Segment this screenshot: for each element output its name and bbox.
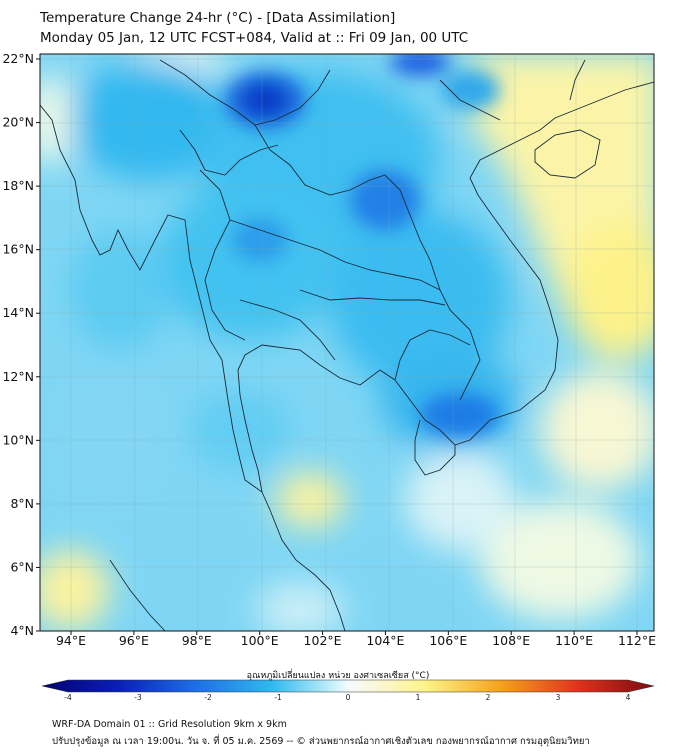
colorbar-tick-label: -1 <box>274 693 282 702</box>
lat-label: 6°N <box>10 559 34 574</box>
footer-credit: ปรับปรุงข้อมูล ณ เวลา 19:00น. วัน จ. ที่… <box>52 736 590 747</box>
lon-label: 112°E <box>618 633 656 648</box>
colorbar-tick-label: -2 <box>204 693 212 702</box>
lon-label: 102°E <box>304 633 342 648</box>
colorbar-tick-label: 0 <box>346 693 351 702</box>
lon-label: 96°E <box>119 633 149 648</box>
colorbar-tick-label: 1 <box>416 693 421 702</box>
colorbar-title: อุณหภูมิเปลี่ยนแปลง หน่วย องศาเซลเซียส (… <box>246 671 430 681</box>
lon-label: 108°E <box>492 633 530 648</box>
map-subtitle: Monday 05 Jan, 12 UTC FCST+084, Valid at… <box>40 30 469 46</box>
coastlines <box>40 59 654 631</box>
lat-label: 8°N <box>10 496 34 511</box>
colorbar-tick-label: -4 <box>64 693 72 702</box>
colorbar-tick-label: 2 <box>486 693 491 702</box>
lat-label: 22°N <box>2 51 34 66</box>
colorbar-tick-label: -3 <box>134 693 142 702</box>
lat-label: 4°N <box>10 623 34 638</box>
longitude-axis: 94°E 96°E 98°E 100°E 102°E 104°E 106°E 108°E 110… <box>56 631 656 648</box>
lat-label: 14°N <box>2 305 34 320</box>
colorbar-ticks: -4 -3 -2 -1 0 1 2 3 4 <box>64 693 630 702</box>
colorbar-tick-label: 3 <box>556 693 561 702</box>
map-title: Temperature Change 24-hr (°C) - [Data As… <box>40 10 396 26</box>
lat-label: 16°N <box>2 242 34 257</box>
colorbar <box>41 679 655 693</box>
lon-label: 106°E <box>429 633 467 648</box>
lon-label: 110°E <box>555 633 593 648</box>
lat-label: 12°N <box>2 369 34 384</box>
lat-label: 20°N <box>2 115 34 130</box>
latitude-axis: 22°N 20°N 18°N 16°N 14°N 12°N 10°N 8°N 6°N 4°N <box>2 51 40 638</box>
lon-label: 104°E <box>366 633 404 648</box>
colorbar-tick-label: 4 <box>626 693 631 702</box>
graticule <box>40 54 654 631</box>
lon-label: 100°E <box>241 633 279 648</box>
lat-label: 18°N <box>2 178 34 193</box>
lon-label: 98°E <box>182 633 212 648</box>
temperature-field <box>40 54 654 631</box>
lon-label: 94°E <box>56 633 86 648</box>
lat-label: 10°N <box>2 432 34 447</box>
footer-model-info: WRF-DA Domain 01 :: Grid Resolution 9km … <box>52 719 287 730</box>
